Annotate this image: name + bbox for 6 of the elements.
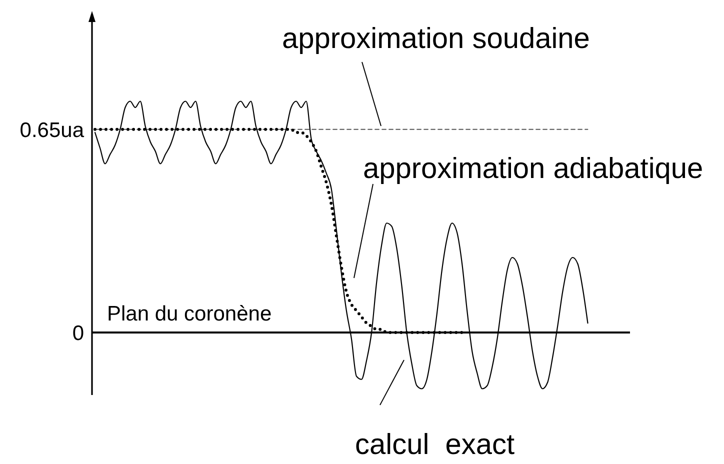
annotation: approximation adiabatique [363, 153, 704, 185]
annotation: approximation soudaine [282, 23, 590, 55]
y-tick-label: 0 [72, 322, 84, 345]
ref-line-label: Plan du coronène [107, 302, 272, 326]
text: calcul exact [355, 429, 515, 461]
y-tick-label: 0.65ua [20, 118, 84, 142]
